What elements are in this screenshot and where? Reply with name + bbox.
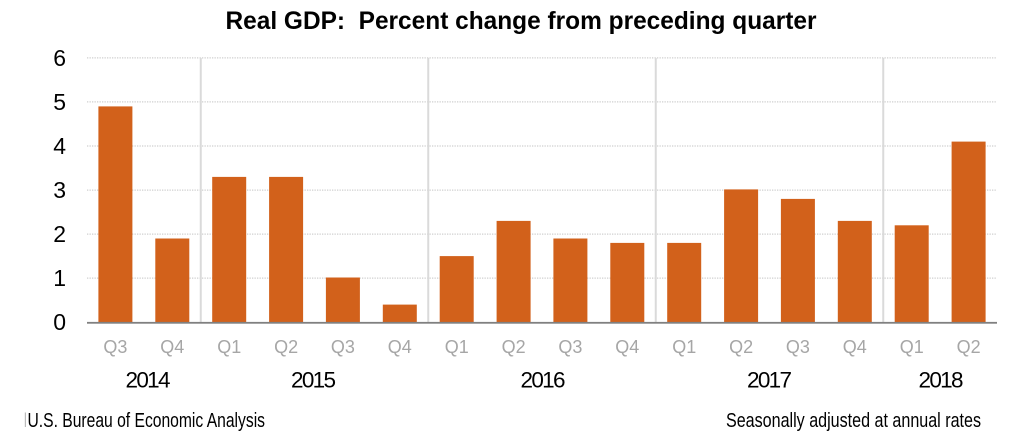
svg-text:Seasonally adjusted at annual: Seasonally adjusted at annual rates — [726, 410, 981, 432]
svg-text:Q2: Q2 — [274, 337, 298, 357]
svg-text:2014: 2014 — [126, 367, 171, 392]
svg-text:Q4: Q4 — [843, 337, 867, 357]
svg-text:2017: 2017 — [747, 367, 792, 392]
svg-text:3: 3 — [53, 177, 66, 203]
svg-text:Q3: Q3 — [786, 337, 810, 357]
svg-text:U.S. Bureau of Economic Analys: U.S. Bureau of Economic Analysis — [28, 410, 266, 432]
svg-text:1: 1 — [53, 265, 66, 291]
svg-text:Q2: Q2 — [729, 337, 753, 357]
svg-text:2015: 2015 — [291, 367, 336, 392]
svg-text:Q3: Q3 — [103, 337, 127, 357]
svg-text:0: 0 — [53, 309, 66, 335]
svg-text:Q2: Q2 — [957, 337, 981, 357]
svg-text:2018: 2018 — [919, 367, 964, 392]
svg-text:Q2: Q2 — [502, 337, 526, 357]
svg-text:Real GDP: Percent change from: Real GDP: Percent change from preceding … — [226, 7, 817, 35]
svg-text:2: 2 — [53, 221, 66, 247]
svg-text:2016: 2016 — [521, 367, 566, 392]
svg-text:Q1: Q1 — [445, 337, 469, 357]
svg-text:Q1: Q1 — [900, 337, 924, 357]
svg-text:4: 4 — [53, 133, 66, 159]
svg-text:Q3: Q3 — [331, 337, 355, 357]
svg-text:Q4: Q4 — [615, 337, 639, 357]
svg-text:Q4: Q4 — [388, 337, 412, 357]
svg-text:Q3: Q3 — [558, 337, 582, 357]
svg-text:5: 5 — [53, 89, 66, 115]
svg-text:Q1: Q1 — [672, 337, 696, 357]
svg-text:6: 6 — [53, 45, 66, 71]
svg-text:Q4: Q4 — [160, 337, 184, 357]
svg-text:Q1: Q1 — [217, 337, 241, 357]
